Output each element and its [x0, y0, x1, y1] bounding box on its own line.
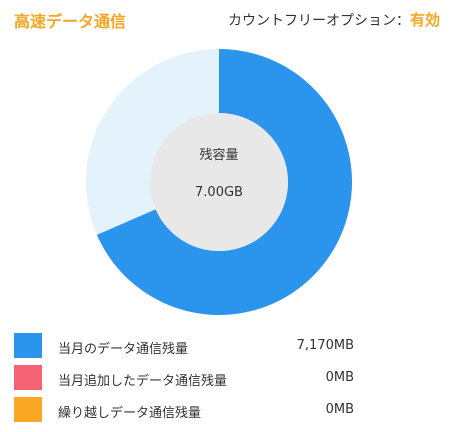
- legend-swatch-carryover: [14, 397, 42, 422]
- legend-swatch-added: [14, 365, 42, 390]
- donut-chart: [86, 49, 352, 315]
- donut-center: [150, 113, 288, 251]
- legend-row-added: 当月追加したデータ通信残量 0MB: [14, 364, 354, 396]
- remaining-value: 7.00GB: [195, 185, 243, 200]
- remaining-data-gauge: 残容量 7.00GB: [86, 49, 352, 315]
- legend-value-carryover: 0MB: [325, 402, 354, 417]
- donut-remaining-segment: [96, 49, 352, 315]
- option-label: カウントフリーオプション：: [227, 13, 410, 29]
- legend-label-carryover: 繰り越しデータ通信残量: [58, 406, 202, 421]
- option-value: 有効: [409, 11, 440, 29]
- section-title: 高速データ通信: [14, 12, 127, 31]
- legend-value-added: 0MB: [325, 370, 354, 385]
- legend-row-carryover: 繰り越しデータ通信残量 0MB: [14, 396, 354, 428]
- legend-label-monthly: 当月のデータ通信残量: [58, 342, 189, 357]
- legend-swatch-monthly: [14, 333, 42, 358]
- legend-label-added: 当月追加したデータ通信残量: [58, 374, 228, 389]
- remaining-label: 残容量: [199, 148, 239, 163]
- legend: 当月のデータ通信残量 7,170MB 当月追加したデータ通信残量 0MB 繰り越…: [14, 332, 354, 428]
- legend-row-monthly: 当月のデータ通信残量 7,170MB: [14, 332, 354, 364]
- legend-value-monthly: 7,170MB: [296, 338, 354, 353]
- count-free-option-status: カウントフリーオプション：有効: [228, 9, 440, 30]
